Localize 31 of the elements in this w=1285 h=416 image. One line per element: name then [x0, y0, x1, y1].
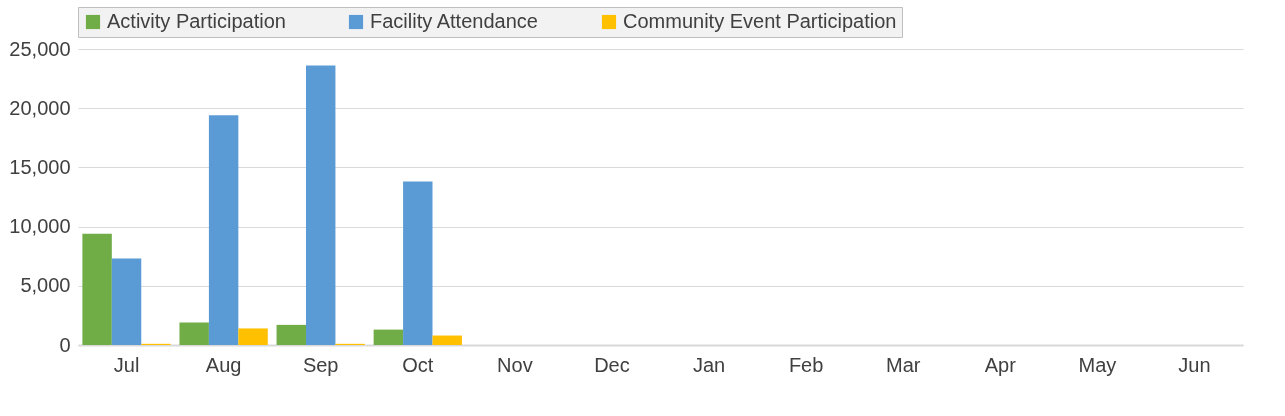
x-tick-label: Nov — [497, 353, 533, 376]
bar — [208, 115, 239, 345]
x-tick-label: Jun — [1178, 353, 1211, 376]
y-tick-label: 5,000 — [20, 274, 71, 297]
bar — [179, 322, 209, 345]
y-tick-label: 25,000 — [9, 37, 71, 60]
bar — [238, 328, 268, 345]
x-tick-label: Jan — [692, 353, 726, 376]
x-tick-label: Dec — [594, 353, 630, 376]
y-tick-label: 20,000 — [9, 96, 71, 119]
x-tick-label: Oct — [402, 353, 434, 376]
x-tick-label: Aug — [205, 353, 242, 376]
legend-label: Facility Attendance — [370, 10, 538, 32]
bar — [373, 329, 404, 345]
legend-label: Community Event Participation — [623, 10, 897, 32]
x-tick-label: Mar — [885, 353, 921, 376]
x-tick-label: Jul — [113, 353, 140, 376]
bar — [432, 335, 462, 345]
y-tick-label: 15,000 — [9, 155, 71, 178]
bar — [111, 258, 142, 345]
y-tick-label: 10,000 — [9, 215, 71, 238]
bar — [82, 233, 112, 345]
x-tick-label: Sep — [302, 353, 339, 376]
legend-label: Activity Participation — [107, 10, 286, 32]
x-tick-label: Apr — [984, 353, 1017, 376]
x-tick-label: May — [1078, 353, 1117, 376]
bar — [305, 65, 336, 345]
x-tick-label: Feb — [788, 353, 824, 376]
bar — [403, 181, 433, 345]
bar — [276, 324, 306, 345]
y-tick-label: 0 — [59, 333, 71, 356]
